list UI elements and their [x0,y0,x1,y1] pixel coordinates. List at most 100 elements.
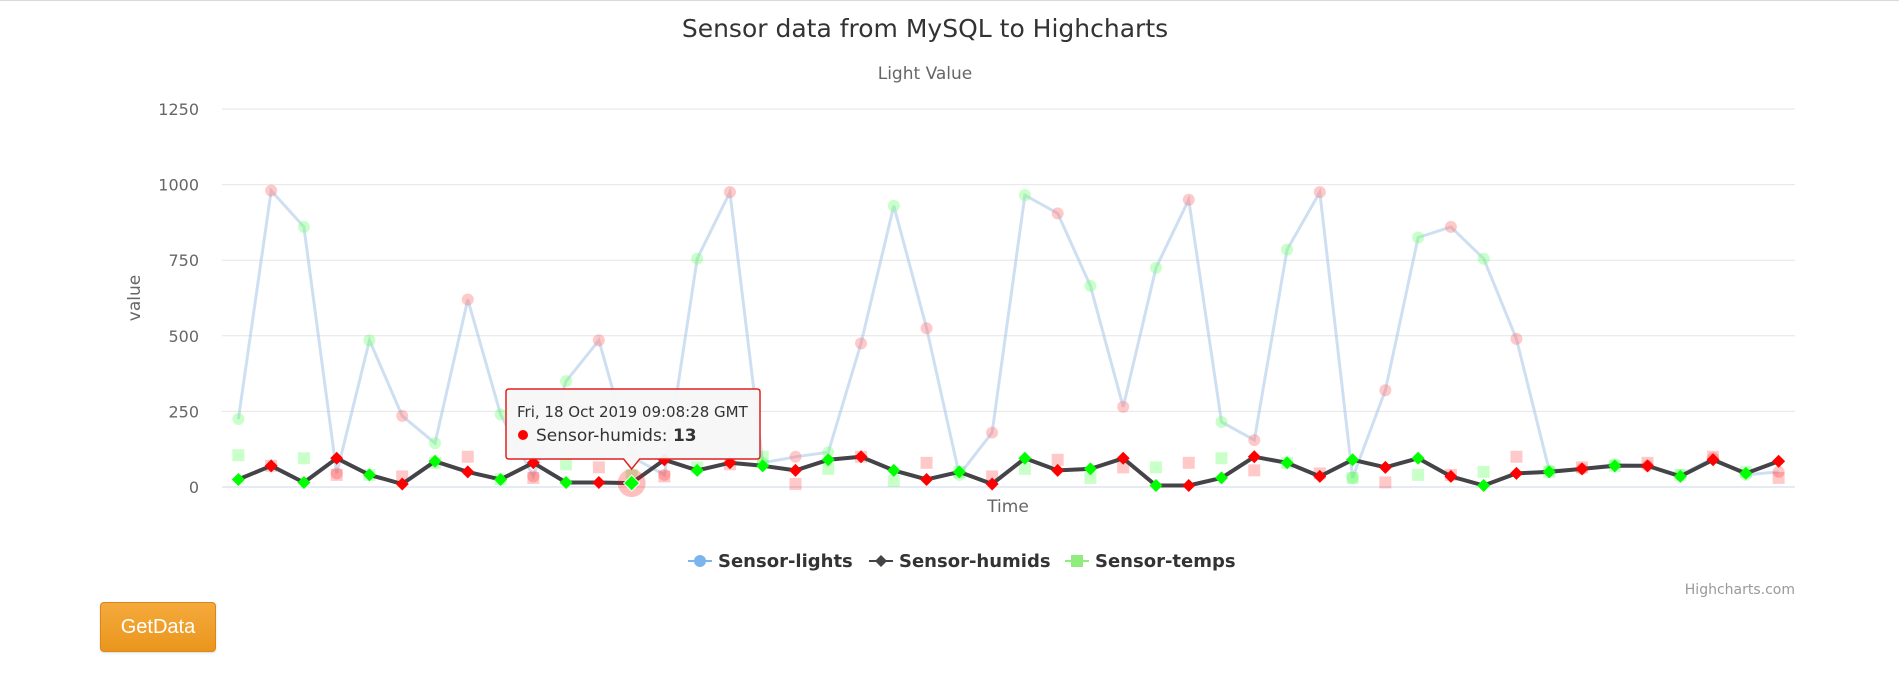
temps-point [789,477,802,490]
temps-point [1215,452,1228,465]
legend-label: Sensor-humids [899,551,1051,572]
lights-point [691,252,704,265]
series-lights-line [236,187,1779,481]
humids-point [264,459,278,473]
humids-point [231,472,245,486]
humids-point [1706,453,1720,467]
chart-svg: Sensor data from MySQL to Highcharts Ligh… [125,14,1795,598]
humids-point [1641,459,1655,473]
humids-point [1247,450,1261,464]
temps-point [1379,476,1392,489]
lights-point [363,334,376,347]
humids-point [461,465,475,479]
legend-item[interactable]: Sensor-humids [869,551,1051,572]
lights-point [265,184,278,197]
lights-point [330,467,343,480]
legend-label: Sensor-lights [718,551,853,572]
temps-point [1117,461,1130,474]
lights-point [1281,243,1294,256]
humids-point [952,465,966,479]
plot-area [231,184,1786,498]
lights-point [232,412,245,425]
lights-point [396,409,409,422]
humids-point [1378,460,1392,474]
temps-point [658,470,671,483]
lights-point [1346,471,1359,484]
humids-point [1215,471,1229,485]
lights-point [789,450,802,463]
temps-point [1510,450,1523,463]
humids-point [1542,465,1556,479]
humids-point [1116,451,1130,465]
tooltip-line: Sensor-humids: 13 [536,426,697,446]
temps-point [461,450,474,463]
y-axis-title: value [125,275,145,321]
series-humids [231,450,1786,498]
humids-point [1346,453,1360,467]
humids-point [920,472,934,486]
temps-point [527,471,540,484]
lights-point [1313,186,1326,199]
humids-point [788,463,802,477]
get-data-button[interactable]: GetData [100,602,216,652]
legend-marker [875,555,887,567]
temps-point [592,461,605,474]
temps-point [920,456,933,469]
tooltip-box [505,388,761,471]
lights-point [986,426,999,439]
lights-point [1051,207,1064,220]
humids-point [592,475,606,489]
lights-point [920,322,933,335]
lights-point [723,186,736,199]
temps-point [1182,456,1195,469]
sensor-chart: Sensor data from MySQL to Highcharts Ligh… [125,14,1795,598]
humids-point [1608,459,1622,473]
y-tick-label: 500 [168,327,199,346]
credits-link[interactable]: Highcharts.com [1685,582,1795,598]
humids-point [854,450,868,464]
humids-point [1739,466,1753,480]
tooltip-header: Fri, 18 Oct 2019 09:08:28 GMT [517,403,749,421]
legend-item[interactable]: Sensor-temps [1065,551,1236,572]
temps-point [1346,471,1359,484]
humids-point [1149,478,1163,492]
lights-point [1215,415,1228,428]
lights-point [592,334,605,347]
tooltip-value: 13 [673,426,697,446]
humids-point [1313,469,1327,483]
temps-point [887,474,900,487]
legend-label: Sensor-temps [1095,551,1236,572]
y-tick-label: 1000 [158,176,199,195]
lights-point [1149,261,1162,274]
lights-point [527,470,540,483]
humids-point [1411,451,1425,465]
humids-point [1477,478,1491,492]
humids-point [1280,456,1294,470]
humids-point [887,463,901,477]
lights-point [887,199,900,212]
temps-point [396,470,409,483]
legend-item[interactable]: Sensor-lights [688,551,853,572]
lights-point [461,293,474,306]
legend-marker [1071,555,1083,567]
humids-point [1051,463,1065,477]
y-tick-label: 750 [168,251,199,270]
lights-point [429,437,442,450]
lights-point [1248,434,1261,447]
humids-point [428,454,442,468]
temps-point [1149,461,1162,474]
y-tick-label: 1250 [158,100,199,119]
temps-point [822,462,835,475]
lights-point [1018,189,1031,202]
top-border [0,0,1899,1]
lights-point [1412,231,1425,244]
series-lights [232,184,1785,484]
temps-point [1477,465,1490,478]
temps-point [232,449,245,462]
temps-point [1018,462,1031,475]
temps-point [1412,468,1425,481]
y-tick-label: 250 [168,402,199,421]
legend: Sensor-lights Sensor-humids Sensor-temps [688,551,1236,572]
lights-point [822,446,835,459]
tooltip: Fri, 18 Oct 2019 09:08:28 GMT Sensor-humi… [505,388,761,471]
